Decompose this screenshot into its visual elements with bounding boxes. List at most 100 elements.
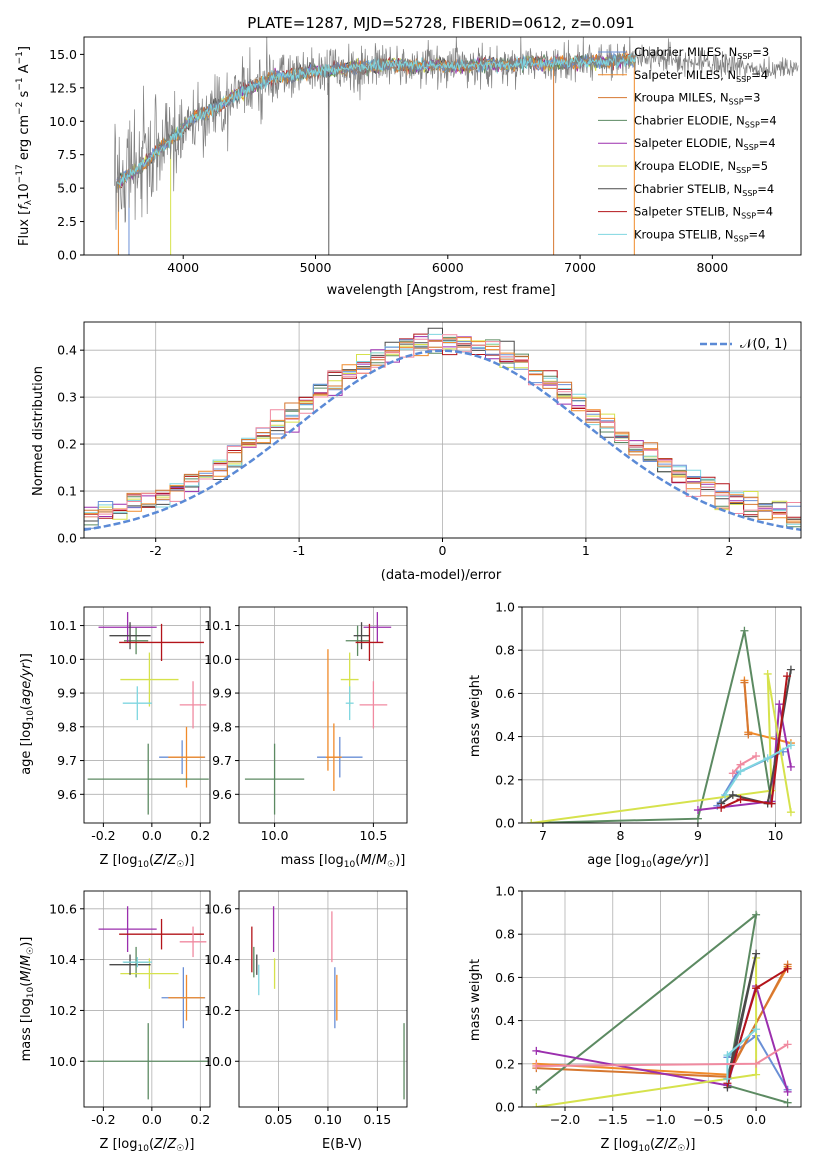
plot-area [84, 891, 210, 1107]
ageZ-ylabel: age [log10(age/yr)] [19, 653, 36, 775]
weight-line [743, 682, 750, 735]
x-tick-label: −1.5 [598, 1112, 628, 1127]
weight-marker [532, 1103, 541, 1107]
y-tick-label: 10.4 [49, 952, 77, 967]
weight-series [723, 1025, 761, 1083]
axes-frame: -0.2 0.0 0.2 9.6 9.7 9.8 9.9 10.0 10.1 [49, 606, 211, 843]
weight-series [717, 672, 792, 812]
x-tick-label: 0.0 [142, 828, 162, 843]
x-tick-label: 7000 [564, 260, 596, 275]
weight-marker [783, 1087, 792, 1096]
error-bar-point [179, 926, 207, 958]
weight-marker [717, 803, 726, 812]
spectrum-panel: 4000 5000 6000 7000 8000 0.0 2.5 5.0 7.5 10.0 12.5… [49, 36, 802, 275]
weight-marker [767, 786, 776, 795]
y-tick-label: 0.4 [57, 343, 77, 358]
wAge-ylabel: mass weight [468, 675, 483, 757]
wAge-xlabel: age [log10(age/yr)] [587, 853, 709, 870]
error-bar-point [87, 743, 209, 815]
y-tick-label: 0.3 [57, 390, 77, 405]
spectrum-ylabel: Flux [fλ10−17 erg cm−2 s−1 A−1] [15, 46, 34, 246]
x-tick-label: 10.0 [261, 828, 289, 843]
weight-line [535, 912, 788, 1104]
weight-marker [723, 1074, 732, 1083]
axes-frame: 0.05 0.10 0.15 10.0 10.2 10.4 10.6 [204, 890, 408, 1127]
y-tick-label: 10.0 [49, 1054, 77, 1069]
y-tick-label: 0.2 [495, 1056, 515, 1071]
ageM-xlabel: mass [log10(M/M☉)] [281, 853, 406, 870]
x-tick-label: 5000 [300, 260, 332, 275]
y-tick-label: 9.6 [212, 787, 232, 802]
axes-border [238, 890, 408, 1108]
mass-vs-metallicity-panel: -0.2 0.0 0.2 10.0 10.2 10.4 10.6 [49, 890, 211, 1127]
error-bar-point [179, 681, 207, 729]
y-tick-label: 10.0 [49, 114, 77, 129]
weight-marker [752, 1059, 761, 1068]
residuals-panel: -2 -1 0 1 2 0.0 0.1 0.2 0.3 0.4 [57, 321, 802, 558]
wZ-ylabel: mass weight [468, 959, 483, 1041]
weight-line [724, 744, 792, 796]
weight-marker [783, 1098, 792, 1107]
weight-marker [763, 754, 772, 763]
y-tick-label: 7.5 [57, 147, 77, 162]
weight-marker [786, 665, 795, 674]
residuals-legend: 𝒩(0, 1) [700, 337, 787, 352]
weight-marker [740, 678, 749, 687]
weight-marker [752, 1070, 761, 1079]
residuals-legend-label: 𝒩(0, 1) [740, 337, 787, 352]
error-bar-point [168, 974, 205, 1021]
y-tick-label: 10.1 [204, 618, 232, 633]
mZ-xlabel: Z [log10(Z/Z☉)] [100, 1137, 195, 1154]
weight-line [531, 630, 773, 823]
x-tick-label: -0.2 [91, 828, 115, 843]
x-tick-label: 0.2 [190, 828, 210, 843]
y-tick-label: 9.7 [212, 753, 232, 768]
y-tick-label: 9.9 [212, 686, 232, 701]
legend-label: Salpeter ELODIE, NSSP=4 [634, 136, 776, 152]
error-bar-point [122, 686, 152, 721]
y-tick-label: 1.0 [495, 600, 515, 615]
y-tick-label: 12.5 [49, 80, 77, 95]
x-tick-label: −2.0 [550, 1112, 580, 1127]
weight-marker [532, 1046, 541, 1055]
weight-marker [532, 1061, 541, 1070]
error-bar-point [355, 623, 384, 661]
weight-marker [786, 741, 795, 750]
axes-border [238, 606, 408, 824]
y-tick-label: 0.0 [57, 531, 77, 546]
y-tick-label: 10.0 [204, 1054, 232, 1069]
weight-marker [728, 790, 737, 799]
weight-marker [783, 964, 792, 973]
x-tick-label: −0.5 [693, 1112, 723, 1127]
weight-marker [752, 910, 761, 919]
axes-frame: -2 -1 0 1 2 0.0 0.1 0.2 0.3 0.4 [57, 321, 802, 558]
weight-marker [786, 762, 795, 771]
error-bar-point [325, 723, 342, 791]
x-tick-label: 2 [725, 543, 733, 558]
weight-marker [783, 672, 792, 681]
error-bar-point [87, 1023, 209, 1100]
axes-frame: -0.2 0.0 0.2 10.0 10.2 10.4 10.6 [49, 890, 211, 1127]
y-tick-label: 0.4 [495, 1013, 515, 1028]
plot-content [244, 612, 392, 815]
y-tick-label: 9.9 [57, 686, 77, 701]
x-tick-label: 8 [616, 828, 624, 843]
weight-series [728, 752, 761, 778]
x-tick-label: 9 [694, 828, 702, 843]
weight-marker [693, 814, 702, 823]
weight-marker [728, 769, 737, 778]
axes-frame: −2.0 −1.5 −1.0 −0.5 0.0 0.0 0.2 0.4 0.6 0.8 1.0 [495, 884, 802, 1127]
legend-label: Salpeter STELIB, NSSP=4 [634, 205, 773, 221]
axes-border [521, 606, 802, 824]
plot-content [532, 910, 792, 1107]
y-tick-label: 0.6 [495, 970, 515, 985]
y-tick-label: 0.4 [495, 729, 515, 744]
weight-vs-metallicity-panel: −2.0 −1.5 −1.0 −0.5 0.0 0.0 0.2 0.4 0.6 0.8 1.0 [495, 884, 802, 1127]
weight-marker [736, 795, 745, 804]
axes-frame: 10.0 10.5 9.6 9.7 9.8 9.9 10.0 10.1 [204, 606, 408, 843]
error-bar-point [353, 622, 370, 650]
axes-border [83, 606, 211, 824]
y-tick-label: 10.2 [49, 1003, 77, 1018]
y-tick-label: 0.1 [57, 484, 77, 499]
